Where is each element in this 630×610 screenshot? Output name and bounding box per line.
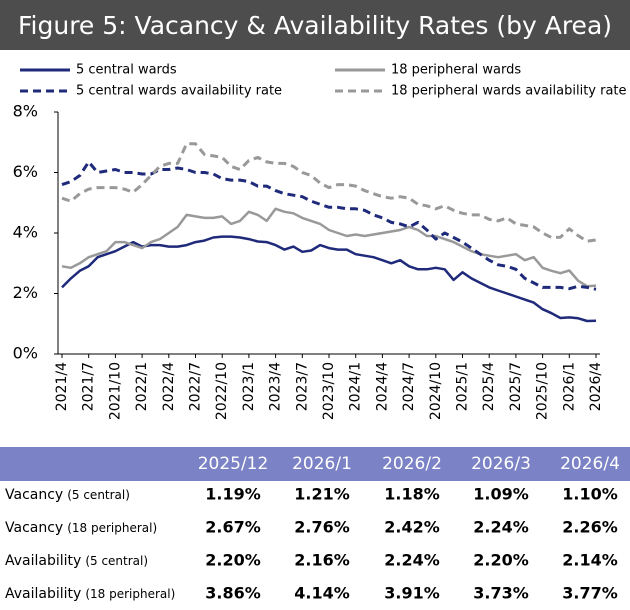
x-tick-label: 2021/7 (81, 362, 97, 411)
legend-label: 18 peripheral wards (391, 63, 521, 78)
column-header: 2026/3 (471, 454, 531, 474)
series-line (61, 142, 597, 243)
x-tick-label: 2024/10 (428, 362, 444, 420)
x-tick-label: 2022/7 (188, 362, 204, 411)
row-label-qualifier: (5 central) (67, 488, 130, 502)
series-line (61, 235, 597, 323)
row-label-qualifier: (5 central) (85, 554, 148, 568)
row-label: Availability (18 peripheral) (5, 586, 175, 602)
column-header: 2026/4 (560, 454, 620, 474)
legend-label: 5 central wards availability rate (76, 84, 282, 99)
row-label-main: Vacancy (5, 487, 63, 503)
x-tick-label: 2022/4 (161, 362, 177, 411)
y-tick-label: 4% (13, 223, 38, 242)
row-label-qualifier: (18 peripheral) (85, 587, 175, 601)
table-cell: 1.10% (562, 485, 618, 504)
x-tick-label: 2025/1 (455, 362, 471, 411)
x-tick-label: 2026/4 (588, 362, 604, 411)
table-cell: 2.26% (562, 518, 618, 537)
column-header: 2026/2 (382, 454, 442, 474)
table-cell: 3.73% (473, 584, 529, 603)
x-tick-label: 2025/7 (508, 362, 524, 411)
table-header (0, 447, 630, 481)
table-cell: 3.86% (205, 584, 261, 603)
column-header: 2026/1 (292, 454, 352, 474)
table-cell: 1.09% (473, 485, 529, 504)
row-label-main: Vacancy (5, 520, 63, 536)
y-tick-label: 0% (13, 344, 38, 363)
x-tick-label: 2024/7 (401, 362, 417, 411)
table-cell: 1.18% (384, 485, 440, 504)
table-cell: 2.16% (294, 551, 350, 570)
table-cell: 1.19% (205, 485, 261, 504)
x-tick-label: 2023/1 (241, 362, 257, 411)
table-cell: 3.77% (562, 584, 618, 603)
table-cell: 4.14% (294, 584, 350, 603)
table-cell: 2.67% (205, 518, 261, 537)
table-cell: 1.21% (294, 485, 350, 504)
x-tick-label: 2026/1 (561, 362, 577, 411)
legend-label: 18 peripheral wards availability rate (391, 84, 627, 99)
x-tick-label: 2023/7 (294, 362, 310, 411)
table-cell: 2.24% (473, 518, 529, 537)
row-label-main: Availability (5, 553, 81, 569)
column-header: 2025/12 (198, 454, 269, 474)
y-tick-label: 2% (13, 283, 38, 302)
x-tick-label: 2025/4 (481, 362, 497, 411)
y-tick-label: 6% (13, 162, 38, 181)
x-tick-label: 2021/10 (107, 362, 123, 420)
row-label: Vacancy (18 peripheral) (5, 520, 157, 536)
table-cell: 2.14% (562, 551, 618, 570)
title-bar (0, 0, 630, 50)
row-label-qualifier: (18 peripheral) (67, 521, 157, 535)
x-tick-label: 2022/1 (134, 362, 150, 411)
table-cell: 2.20% (473, 551, 529, 570)
table-cell: 2.76% (294, 518, 350, 537)
table-cell: 2.42% (384, 518, 440, 537)
x-tick-label: 2024/1 (348, 362, 364, 411)
x-tick-label: 2023/10 (321, 362, 337, 420)
x-tick-label: 2025/10 (535, 362, 551, 420)
table-cell: 3.91% (384, 584, 440, 603)
row-label: Availability (5 central) (5, 553, 148, 569)
table-cell: 2.20% (205, 551, 261, 570)
x-tick-label: 2022/10 (214, 362, 230, 420)
y-tick-label: 8% (13, 102, 38, 121)
x-tick-label: 2024/4 (374, 362, 390, 411)
table-cell: 2.24% (384, 551, 440, 570)
x-tick-label: 2021/4 (54, 362, 70, 411)
series-line (61, 160, 597, 291)
row-label-main: Availability (5, 586, 81, 602)
legend-label: 5 central wards (76, 63, 177, 78)
series-line (61, 207, 597, 288)
x-tick-label: 2023/4 (268, 362, 284, 411)
chart-title: Figure 5: Vacancy & Availability Rates (… (18, 11, 612, 40)
row-label: Vacancy (5 central) (5, 487, 130, 503)
